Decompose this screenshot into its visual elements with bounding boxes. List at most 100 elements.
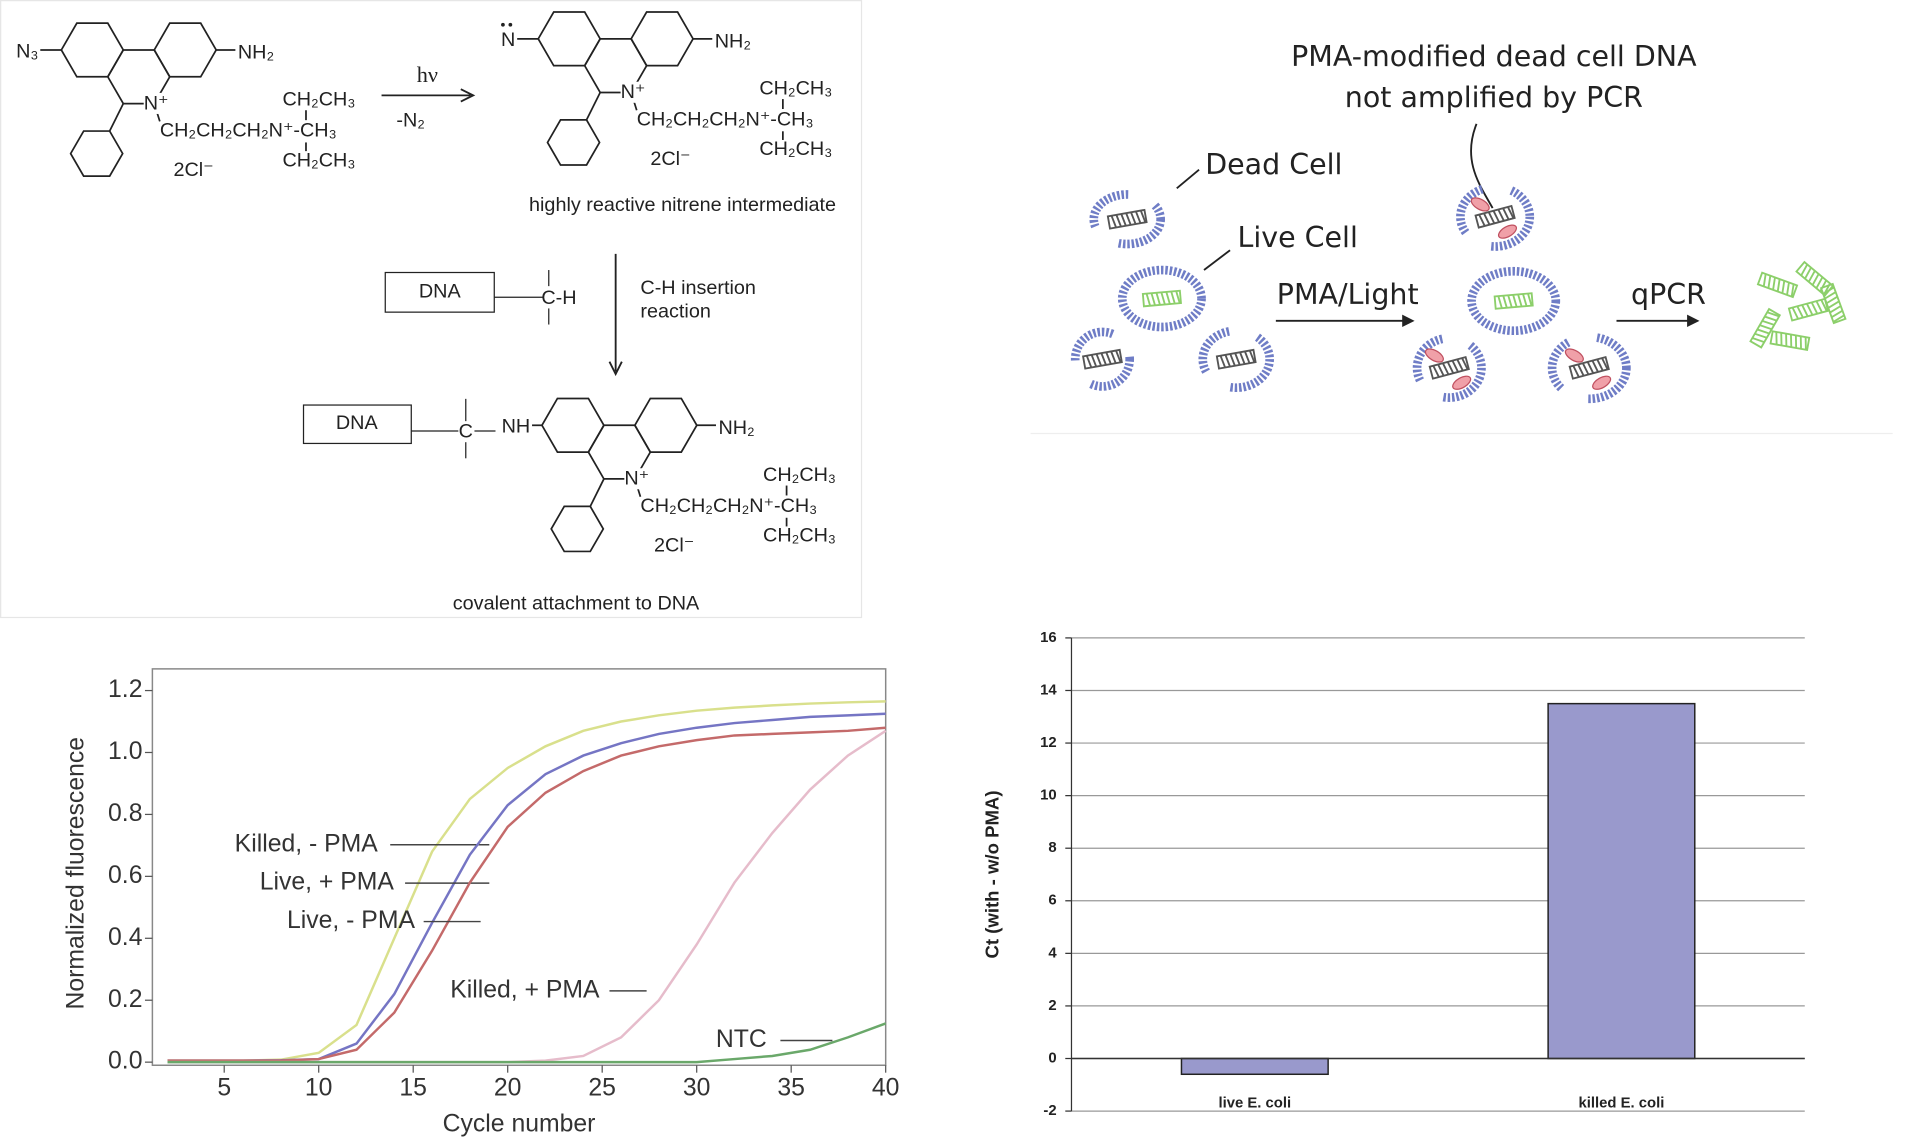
dna-rung [1517,294,1523,307]
counterion-label: 2Cl⁻ [650,148,690,170]
y-tick-label: 4 [1048,945,1057,961]
y-tick-label: 0 [1048,1050,1056,1066]
dna-rung [1781,280,1786,294]
dna-rung [1823,283,1831,296]
carbon-label: C [459,421,473,443]
dna-rung [1776,278,1781,292]
left-label: N₃ [16,40,38,62]
y-tick-label: 1.0 [108,738,142,765]
dna-rung [1785,333,1788,347]
dna-rung [1224,354,1231,367]
counterion-label: 2Cl⁻ [173,159,213,181]
dna-rung [1766,311,1780,318]
live-cell-label: Live Cell [1237,221,1357,254]
dna-rung [1572,365,1580,378]
dead-cell [1089,190,1165,249]
dead-cell [1456,182,1535,251]
arrow-head [1687,314,1700,328]
y-axis-label: Normalized fluorescence [62,737,89,1010]
dna-rung [1115,214,1122,227]
dna-rung [1502,295,1508,309]
arrow-head [460,88,476,103]
dna-rung [1801,304,1809,317]
loss-label: -N₂ [396,110,425,132]
chemistry: hν -N₂ highly reactive nitrene intermedi… [16,11,836,615]
dna-rung [1175,290,1181,304]
x-tick-label: live E. coli [1218,1096,1291,1112]
chain-label: CH₂CH₂CH₂N⁺-CH₃ [640,495,817,517]
dna-rung [1811,273,1820,286]
dna-rung [1764,315,1777,322]
dna-rung [1234,352,1241,366]
dna-rung [1229,353,1236,367]
ring [153,22,218,78]
dna-rung [1756,328,1770,335]
ethyl-label: CH₂CH₃ [763,525,836,547]
dna [1081,348,1123,370]
ethyl-label: CH₂CH₃ [763,464,836,486]
pma [1470,197,1490,212]
dna-rung [1130,211,1137,225]
dna-label: DNA [336,412,379,434]
dna-rung [1110,215,1117,228]
ethyl-label: CH₂CH₃ [282,89,355,111]
x-tick-label: 40 [872,1074,900,1101]
lone-pair [508,22,513,27]
counterion-label: 2Cl⁻ [654,534,694,556]
dna-rung [1512,294,1518,308]
dna-rung [1442,362,1450,375]
insertion-label: reaction [640,300,710,322]
dna-rung [1150,292,1156,306]
left-label: NH [502,416,531,438]
dna-rung [1790,334,1793,348]
dna-rung [1767,275,1772,289]
x-tick-label: 30 [683,1074,711,1101]
chain-label: CH₂CH₂CH₂N⁺-CH₃ [160,120,337,142]
dna-rung [1780,332,1783,346]
lone-pair [501,22,505,27]
series-label: Live, - PMA [287,907,415,934]
bar [1180,1057,1329,1076]
dna-rung [1095,353,1102,367]
ethyl-label: CH₂CH₃ [759,77,832,99]
dna-rung [1100,352,1107,366]
dna-rung [1796,305,1804,318]
dna [1787,297,1830,322]
ring [550,505,605,553]
dna-rung [1105,351,1112,365]
dna-rung [1761,319,1775,326]
iminium-label: N⁺ [624,468,649,490]
label-bg [143,92,169,114]
dna [1568,355,1610,380]
arrow-head [608,361,623,377]
dna-rung [1160,292,1166,305]
dna-rung [1586,361,1595,374]
dna-rung [1826,295,1838,305]
ch-label: C-H [541,287,576,309]
series-line [167,726,886,1062]
dna-rung [1762,273,1767,287]
dna-strand [1215,348,1257,370]
treatment-label: PMA/Light [1277,278,1419,311]
dna-rung [1244,351,1251,364]
dna-strand [1769,330,1811,352]
ring [546,119,601,166]
y-tick-label: 0.8 [108,800,142,827]
dna-rung [1497,209,1505,222]
dna-rung [1478,214,1486,227]
y-tick-label: 0.6 [108,862,142,889]
label-bg [620,81,646,103]
dna [1141,289,1182,308]
dna-rung [1799,336,1802,349]
dna [1493,292,1534,310]
pma [1564,348,1584,363]
dna-rung [1239,351,1246,365]
ring [540,397,605,453]
dna [1749,307,1782,349]
cell-caption: PMA-modified dead cell DNA [1291,40,1697,73]
x-tick-label: 20 [494,1074,522,1101]
series-label: Killed, - PMA [235,830,379,857]
ring [630,11,695,67]
dna-rung [1456,358,1464,372]
amine-label: NH₂ [715,30,751,52]
